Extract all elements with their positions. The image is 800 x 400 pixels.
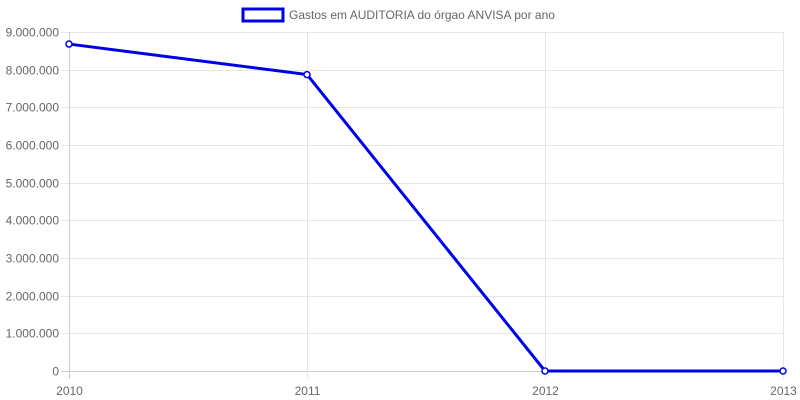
y-tick-label: 6.000.000: [6, 139, 60, 153]
y-tick-label: 0: [52, 365, 59, 379]
legend-swatch[interactable]: [241, 7, 285, 23]
data-point[interactable]: [779, 367, 787, 375]
data-point[interactable]: [541, 367, 549, 375]
legend[interactable]: Gastos em AUDITORIA do órgao ANVISA por …: [241, 7, 555, 23]
y-tick-label: 3.000.000: [6, 252, 60, 266]
y-tick-label: 1.000.000: [6, 327, 60, 341]
data-point[interactable]: [303, 70, 311, 79]
x-tick-label: 2011: [295, 384, 321, 398]
x-tick-label: 2010: [56, 384, 83, 398]
y-tick-label: 2.000.000: [6, 290, 60, 304]
x-tick-label: 2012: [532, 384, 559, 398]
y-tick-label: 7.000.000: [6, 101, 60, 115]
data-point[interactable]: [65, 40, 73, 48]
series-line: [68, 42, 783, 373]
x-axis-ticks: 2010 2011 2012 2013: [56, 384, 797, 398]
x-tick-label: 2013: [770, 384, 797, 398]
y-axis-ticks: 0 1.000.000 2.000.000 3.000.000 4.000.000 5.0…: [6, 26, 60, 379]
y-tick-label: 5.000.000: [6, 177, 60, 191]
legend-label[interactable]: Gastos em AUDITORIA do órgao ANVISA por …: [289, 8, 555, 22]
y-tick-label: 9.000.000: [6, 26, 60, 40]
grid: [61, 32, 784, 379]
y-tick-label: 4.000.000: [6, 214, 60, 228]
y-tick-label: 8.000.000: [6, 64, 60, 78]
series-layer: [65, 40, 787, 375]
